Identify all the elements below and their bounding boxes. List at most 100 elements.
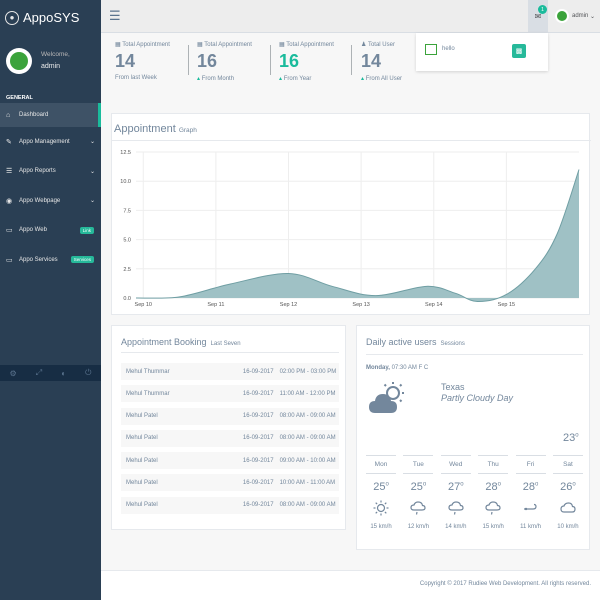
booking-row: Mehul Patel 16-09-2017 08:00 AM - 09:00 AM xyxy=(121,496,339,514)
sidebar-item-dashboard[interactable]: ⌂ Dashboard xyxy=(0,103,101,127)
booking-list: Mehul Thummar 16-09-2017 02:00 PM - 03:00 … xyxy=(121,363,339,519)
stat-users: ♟ Total User 14 ▴ From All User xyxy=(361,41,402,82)
calendar-icon: ▦ xyxy=(115,42,121,48)
x-tick-label: Sep 15 xyxy=(498,302,515,308)
sidebar-item-appo-web[interactable]: ▭ Appo Web Link xyxy=(0,216,101,246)
y-tick-label: 10.0 xyxy=(120,179,131,185)
sidebar-item-label: Appo Webpage xyxy=(19,197,61,204)
sidebar: ● AppoSYS Welcome, admin GENERAL ⌂ Dashb… xyxy=(0,0,101,600)
calendar-icon: ▦ xyxy=(197,42,203,48)
forecast-temp: 26o xyxy=(560,481,576,493)
x-tick-label: Sep 12 xyxy=(280,302,297,308)
stat-label: Total User xyxy=(367,42,395,48)
sidebar-item-label: Appo Management xyxy=(19,138,70,145)
envelope-icon xyxy=(425,44,437,55)
booking-date: 16-09-2017 xyxy=(242,368,274,375)
cloud-rain-icon xyxy=(478,500,508,516)
forecast-temp: 28o xyxy=(522,481,539,493)
stat-count: 16 xyxy=(197,51,218,71)
forecast-day: Fri 28o 11 km/h xyxy=(515,455,546,530)
power-icon[interactable]: ⏻ xyxy=(85,368,92,377)
stat-yearly: ▦ Total Appointment 16 ▴ From Year xyxy=(279,41,334,82)
stat-count: 14 xyxy=(361,51,382,71)
user-menu-label: admin xyxy=(572,13,589,19)
booking-time: 09:00 AM - 10:00 AM xyxy=(279,457,336,464)
sidebar-footer: ⚙ ⤢ ◐ ⏻ xyxy=(0,365,101,381)
chevron-down-icon: ⌄ xyxy=(588,13,596,20)
weather-title: Daily active users Sessions xyxy=(366,337,465,347)
stat-label: Total Appointment xyxy=(122,42,170,48)
x-tick-label: Sep 13 xyxy=(352,302,369,308)
cloud-rain-icon xyxy=(441,500,471,516)
caret-up-icon: ▴ xyxy=(279,76,283,82)
brand[interactable]: ● AppoSYS xyxy=(0,0,101,35)
table-icon: ☰ xyxy=(6,168,13,176)
booking-name: Mehul Thummar xyxy=(126,368,170,375)
delete-notification-button[interactable]: ▩ xyxy=(512,44,526,58)
wind-icon xyxy=(516,500,546,516)
forecast-day: Mon 25o 15 km/h xyxy=(366,455,396,530)
sidebar-item-appo-reports[interactable]: ☰ Appo Reports ⌄ xyxy=(0,157,101,187)
sidebar-item-label: Appo Services xyxy=(19,256,58,263)
booking-date: 16-09-2017 xyxy=(242,479,274,486)
booking-name: Mehul Patel xyxy=(126,435,158,442)
x-tick-label: Sep 14 xyxy=(425,302,442,308)
menu-toggle-icon[interactable]: ☰ xyxy=(109,8,121,23)
y-tick-label: 0.0 xyxy=(123,296,131,302)
fullscreen-icon[interactable]: ⤢ xyxy=(35,368,43,377)
booking-name: Mehul Patel xyxy=(126,479,158,486)
forecast-day-name: Thu xyxy=(478,455,509,474)
booking-row: Mehul Thummar 16-09-2017 11:00 AM - 12:00 … xyxy=(121,385,339,403)
forecast-wind: 11 km/h xyxy=(520,524,542,530)
user-menu[interactable]: admin ⌄ xyxy=(555,9,595,23)
laptop-icon: ▭ xyxy=(6,227,13,235)
forecast-days: Mon 25o 15 km/h Tue 25o 12 km/h Wed 27o 14 km/h T… xyxy=(366,455,583,530)
link-badge: Link xyxy=(79,226,94,234)
home-icon: ⌂ xyxy=(6,111,11,119)
booking-title: Appointment Booking Last Seven xyxy=(121,337,241,347)
forecast-day: Sat 26o 10 km/h xyxy=(552,455,583,530)
booking-name: Mehul Patel xyxy=(126,502,158,509)
welcome-text: Welcome, xyxy=(41,51,70,58)
eye-slash-icon[interactable]: ◐ xyxy=(61,368,67,378)
forecast-day-name: Sat xyxy=(552,455,583,474)
footer: Copyright © 2017 Rudiee Web Development.… xyxy=(101,570,600,600)
forecast-temp: 27o xyxy=(447,481,464,493)
chevron-down-icon: ⌄ xyxy=(89,198,95,205)
x-tick-label: Sep 11 xyxy=(207,302,224,308)
sun-icon xyxy=(366,500,396,516)
sidebar-item-appo-services[interactable]: ▭ Appo Services Services xyxy=(0,245,101,275)
partly-cloudy-icon xyxy=(369,382,404,413)
cloud-icon xyxy=(553,500,583,516)
booking-date: 16-09-2017 xyxy=(242,457,274,464)
booking-date: 16-09-2017 xyxy=(242,390,274,397)
series-area xyxy=(136,169,579,302)
booking-time: 08:00 AM - 09:00 AM xyxy=(279,413,336,420)
appointment-chart: 0.0 2.5 5.0 7.5 10.0 12.5 Sep 10 Sep 11 Sep 12 Se… xyxy=(120,150,580,308)
weather-condition: Partly Cloudy Day xyxy=(441,393,514,403)
notification-text[interactable]: hello xyxy=(442,46,455,52)
forecast-day: Wed 27o 14 km/h xyxy=(440,455,471,530)
booking-name: Mehul Thummar xyxy=(126,390,170,397)
paw-icon: ● xyxy=(5,10,19,25)
topbar: ☰ ✉ 1 admin ⌄ xyxy=(101,0,600,33)
booking-date: 16-09-2017 xyxy=(242,502,274,509)
daily-users-panel: Daily active users Sessions Monday, 07:30… xyxy=(356,325,590,550)
booking-name: Mehul Patel xyxy=(126,413,158,420)
gear-icon[interactable]: ⚙ xyxy=(9,368,17,378)
globe-icon: ◉ xyxy=(6,197,13,205)
sidebar-item-appo-webpage[interactable]: ◉ Appo Webpage ⌄ xyxy=(0,186,101,216)
sidebar-item-appo-management[interactable]: ✎ Appo Management ⌄ xyxy=(0,127,101,157)
stat-count: 14 xyxy=(115,51,136,71)
notification-dropdown: hello ▩ xyxy=(416,33,548,71)
stat-sub: From All User xyxy=(365,76,403,82)
trash-icon: ▩ xyxy=(515,48,523,55)
brand-name: AppoSYS xyxy=(23,10,80,25)
booking-time: 08:00 AM - 09:00 AM xyxy=(279,435,336,442)
mail-count-badge: 1 xyxy=(538,5,547,14)
booking-time: 11:00 AM - 12:00 PM xyxy=(279,390,336,397)
weather-date: Monday, 07:30 AM F C xyxy=(366,365,429,371)
forecast-day: Thu 28o 15 km/h xyxy=(478,455,509,530)
chevron-down-icon: ⌄ xyxy=(89,168,95,175)
sidebar-item-label: Appo Reports xyxy=(19,168,56,175)
